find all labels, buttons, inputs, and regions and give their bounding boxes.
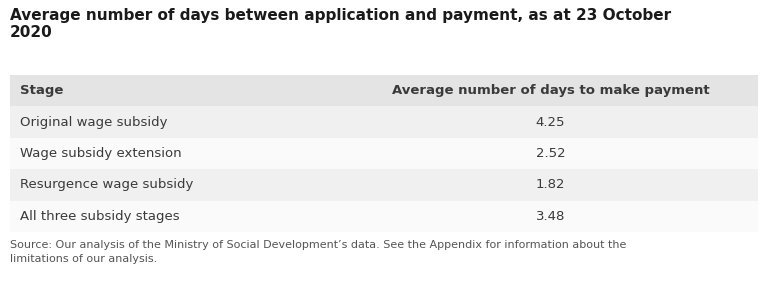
Text: Average number of days to make payment: Average number of days to make payment bbox=[392, 84, 709, 97]
Bar bbox=[10, 106, 758, 138]
Text: All three subsidy stages: All three subsidy stages bbox=[20, 210, 180, 223]
Text: Original wage subsidy: Original wage subsidy bbox=[20, 116, 167, 128]
Bar bbox=[10, 75, 758, 106]
Text: Wage subsidy extension: Wage subsidy extension bbox=[20, 147, 181, 160]
Bar bbox=[10, 138, 758, 169]
Text: 1.82: 1.82 bbox=[535, 178, 565, 191]
Bar bbox=[10, 169, 758, 201]
Text: 3.48: 3.48 bbox=[536, 210, 565, 223]
Text: 4.25: 4.25 bbox=[535, 116, 565, 128]
Text: Resurgence wage subsidy: Resurgence wage subsidy bbox=[20, 178, 194, 191]
Text: Stage: Stage bbox=[20, 84, 64, 97]
Text: 2020: 2020 bbox=[10, 25, 53, 40]
Bar bbox=[10, 201, 758, 232]
Text: Average number of days between application and payment, as at 23 October: Average number of days between applicati… bbox=[10, 8, 671, 23]
Text: 2.52: 2.52 bbox=[535, 147, 565, 160]
Text: Source: Our analysis of the Ministry of Social Development’s data. See the Appen: Source: Our analysis of the Ministry of … bbox=[10, 240, 627, 264]
